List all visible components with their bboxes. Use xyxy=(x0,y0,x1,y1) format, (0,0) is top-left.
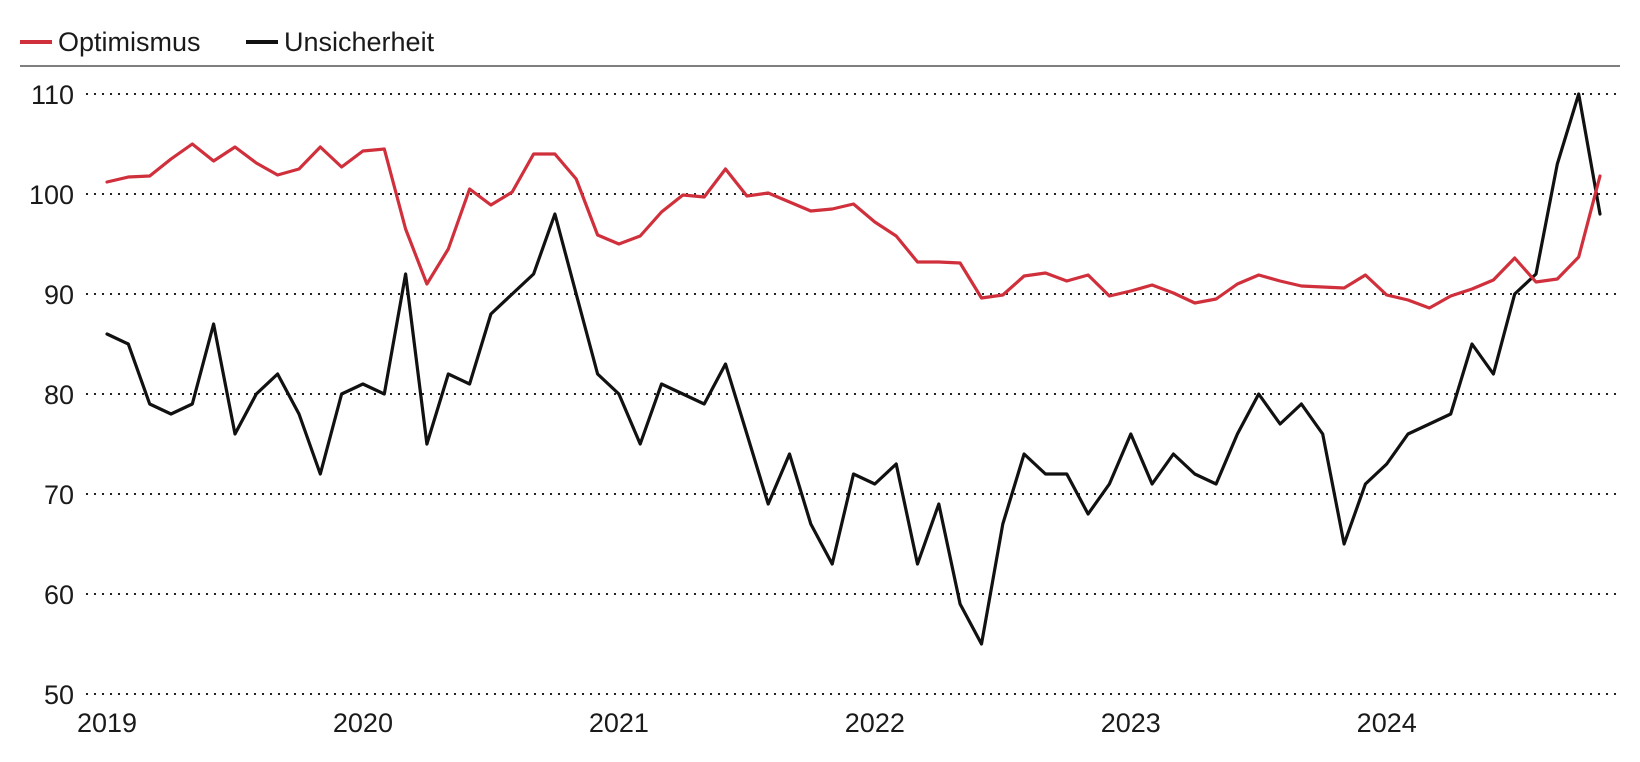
x-tick-label-2023: 2023 xyxy=(1101,708,1161,738)
series-line-unsicherheit xyxy=(105,92,1602,646)
x-tick-label-2020: 2020 xyxy=(333,708,393,738)
legend-label-optimismus: Optimismus xyxy=(58,27,201,57)
x-tick-label-2019: 2019 xyxy=(77,708,137,738)
legend-item-unsicherheit[interactable]: Unsicherheit xyxy=(246,27,435,57)
series-line-optimismus xyxy=(105,142,1602,310)
y-tick-label-100: 100 xyxy=(29,180,74,210)
y-tick-label-50: 50 xyxy=(44,680,74,710)
grid xyxy=(86,93,1620,695)
plot-area xyxy=(105,92,1602,646)
legend-label-unsicherheit: Unsicherheit xyxy=(284,27,435,57)
y-tick-label-70: 70 xyxy=(44,480,74,510)
x-tick-label-2021: 2021 xyxy=(589,708,649,738)
y-axis: 50 60 70 80 90 100 110 xyxy=(29,80,74,710)
x-tick-label-2022: 2022 xyxy=(845,708,905,738)
x-tick-label-2024: 2024 xyxy=(1357,708,1417,738)
x-axis: 2019 2020 2021 2022 2023 2024 xyxy=(77,708,1417,738)
legend-item-optimismus[interactable]: Optimismus xyxy=(20,27,201,57)
y-tick-label-60: 60 xyxy=(44,580,74,610)
y-tick-label-80: 80 xyxy=(44,380,74,410)
y-tick-label-90: 90 xyxy=(44,280,74,310)
y-tick-label-110: 110 xyxy=(31,80,74,110)
legend: Optimismus Unsicherheit xyxy=(20,27,435,57)
